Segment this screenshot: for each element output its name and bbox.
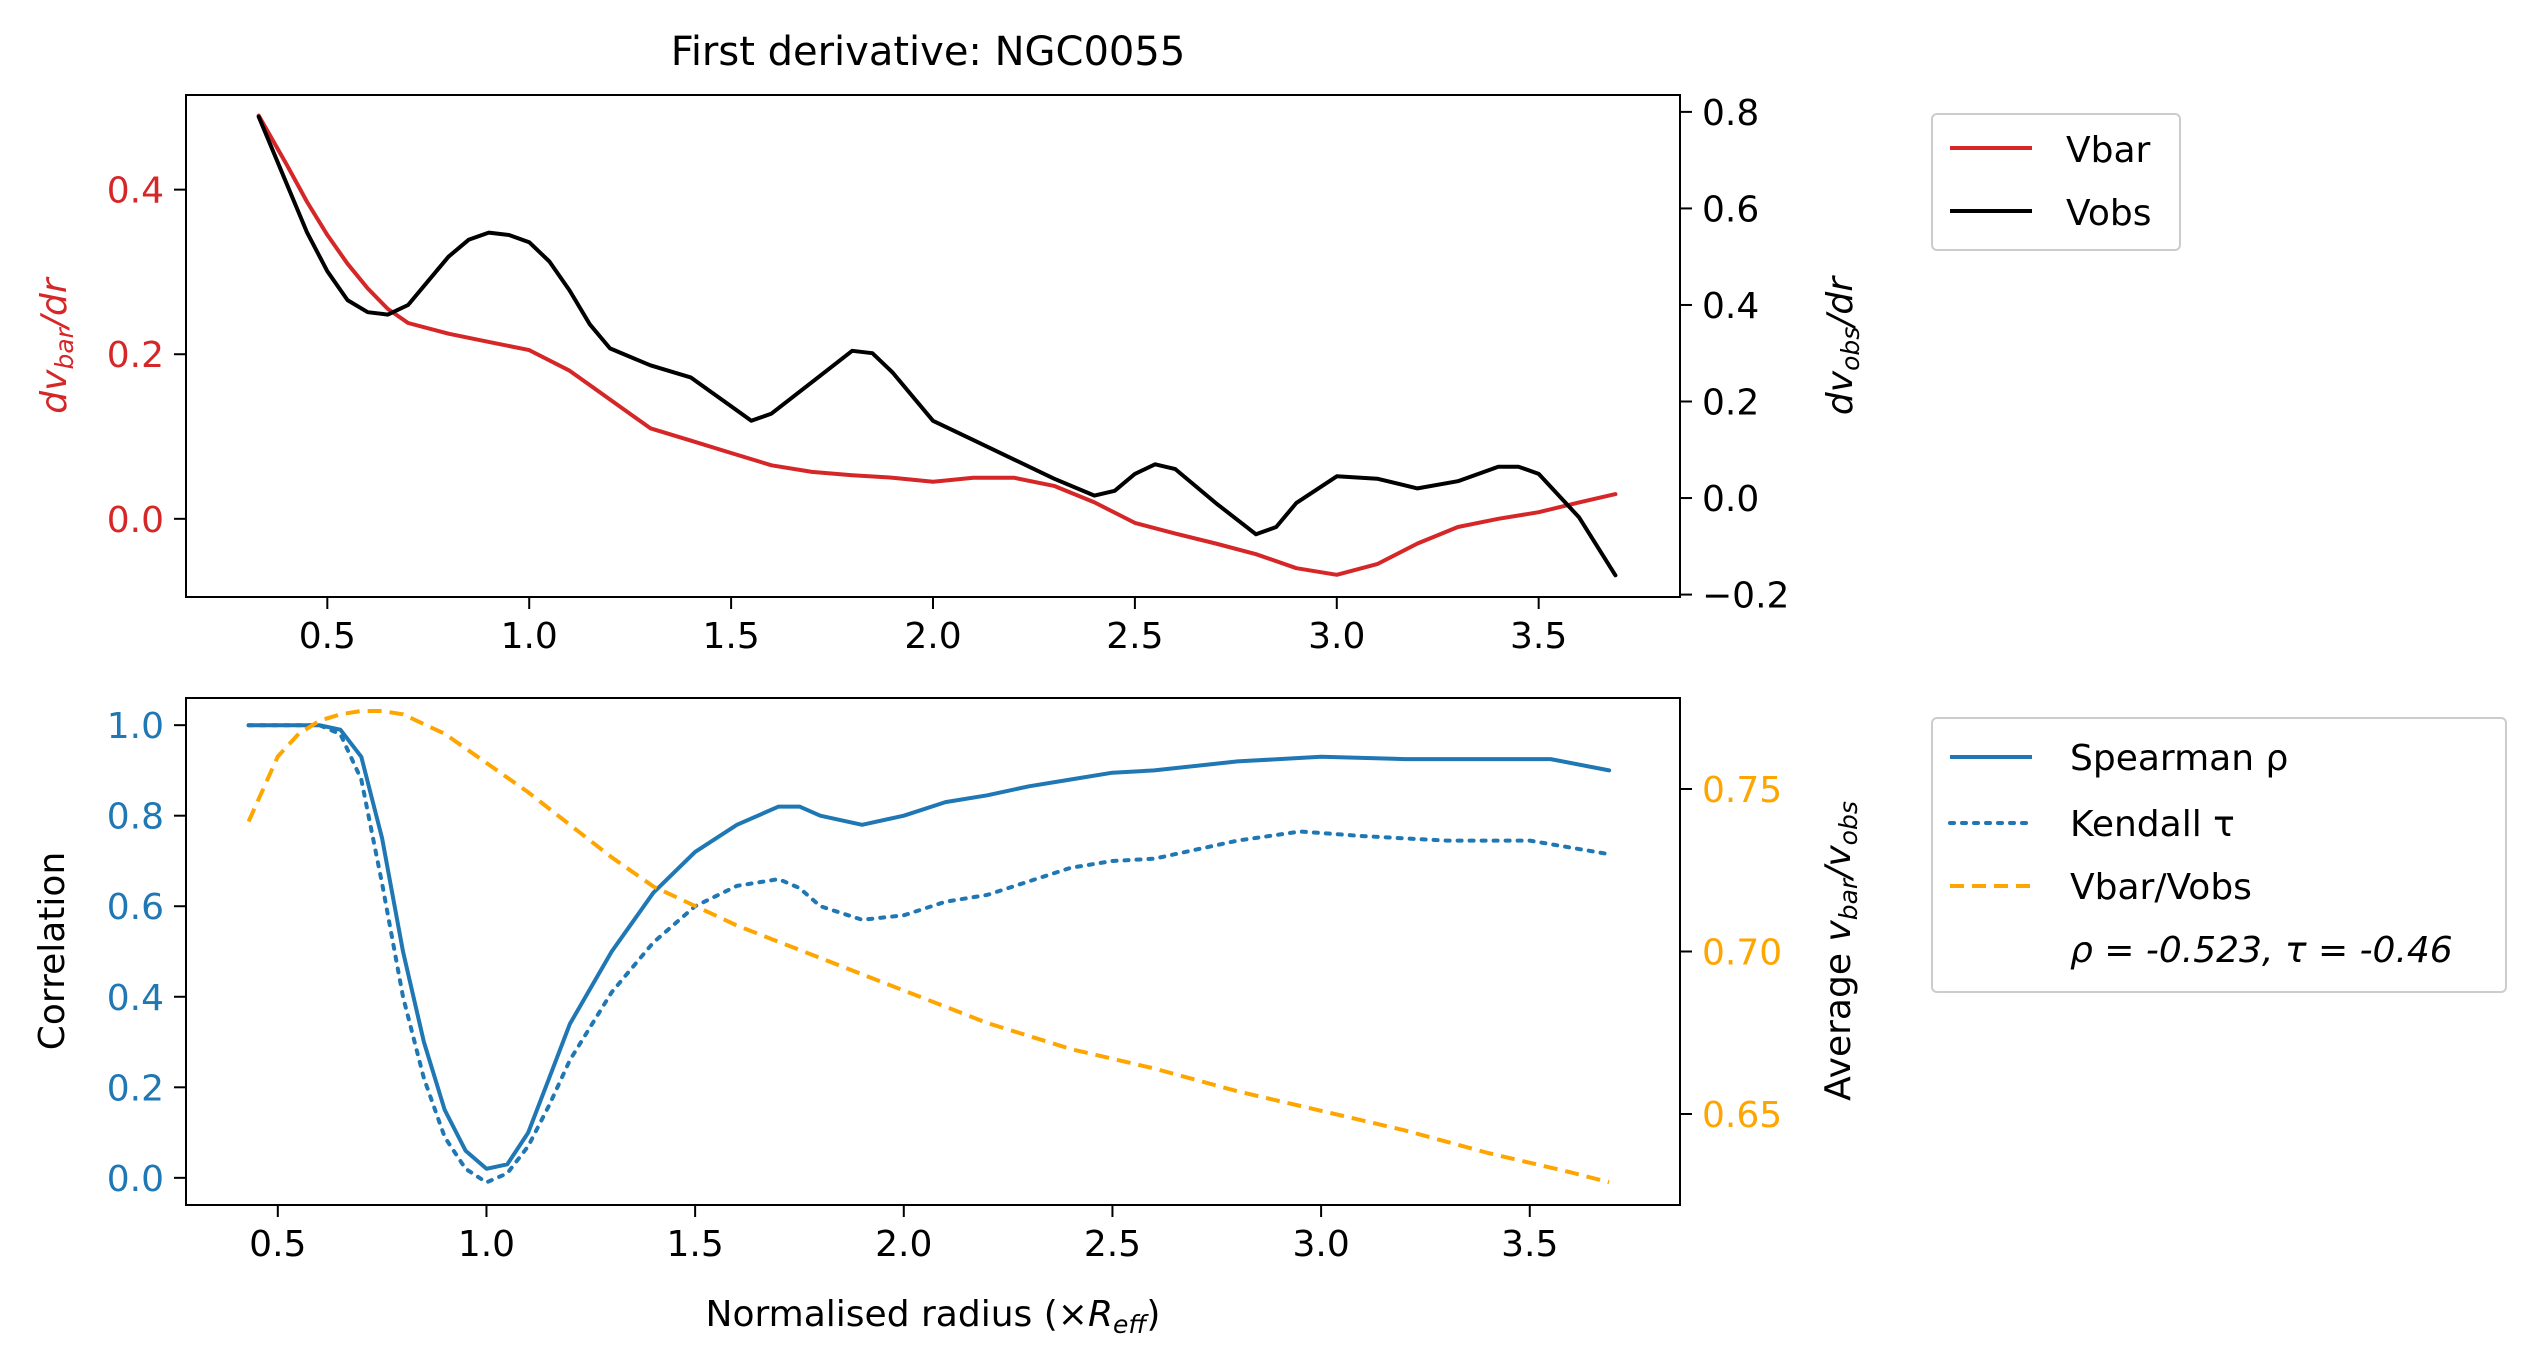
top-y-right-tick-label: 0.0 bbox=[1702, 479, 1759, 520]
bot-y-left-tick-label: 0.0 bbox=[107, 1159, 164, 1200]
bot-series-line-spearman- bbox=[246, 723, 1612, 1171]
bottom-y-label-left: Correlation bbox=[32, 852, 73, 1051]
bot-y-left-tick-label: 0.2 bbox=[107, 1068, 164, 1109]
top-title: First derivative: NGC0055 bbox=[671, 29, 1186, 75]
legend-kendall-label: Kendall τ bbox=[2070, 804, 2235, 845]
top-x-tick-label: 1.0 bbox=[501, 616, 558, 657]
bot-x-tick-label: 2.0 bbox=[875, 1224, 932, 1265]
top-series-lines bbox=[256, 113, 1618, 578]
bot-x-tick-label: 0.5 bbox=[249, 1224, 306, 1265]
bot-series-line-kendall- bbox=[246, 723, 1612, 1185]
bottom-y-ticks-right: 0.65 0.70 0.75 bbox=[1680, 770, 1782, 1136]
top-x-tick-label: 2.0 bbox=[904, 616, 961, 657]
top-legend: Vbar Vobs bbox=[1931, 113, 2181, 251]
top-y-label-left: dvbar/dr bbox=[34, 276, 79, 414]
bot-y-left-tick-label: 1.0 bbox=[107, 706, 164, 747]
bot-x-tick-label: 2.5 bbox=[1084, 1224, 1141, 1265]
bot-x-tick-label: 1.0 bbox=[458, 1224, 515, 1265]
legend-ratio-label: Vbar/Vobs bbox=[2070, 867, 2252, 908]
top-y-left-tick-label: 0.2 bbox=[107, 335, 164, 376]
bot-x-tick-label: 3.5 bbox=[1501, 1224, 1558, 1265]
bot-y-left-tick-label: 0.6 bbox=[107, 887, 164, 928]
bottom-x-label: Normalised radius (×Reff) bbox=[706, 1294, 1161, 1339]
top-y-left-tick-label: 0.0 bbox=[107, 500, 164, 541]
legend-spearman-label: Spearman ρ bbox=[2070, 738, 2288, 779]
top-y-right-tick-label: 0.6 bbox=[1702, 189, 1759, 230]
top-y-right-tick-label: 0.2 bbox=[1702, 383, 1759, 424]
top-y-label-right: dvobs/dr bbox=[1820, 275, 1865, 415]
top-x-tick-label: 0.5 bbox=[299, 616, 356, 657]
legend-vobs-label: Vobs bbox=[2066, 193, 2151, 234]
bot-x-tick-label: 1.5 bbox=[666, 1224, 723, 1265]
bottom-y-ticks-left: 0.0 0.2 0.4 0.6 0.8 1.0 bbox=[107, 706, 186, 1200]
top-y-right-tick-label: 0.4 bbox=[1702, 286, 1759, 327]
bot-y-left-tick-label: 0.4 bbox=[107, 978, 164, 1019]
bot-y-right-tick-label: 0.70 bbox=[1702, 933, 1782, 974]
top-y-right-tick-label: 0.8 bbox=[1702, 93, 1759, 134]
bottom-series-lines bbox=[246, 709, 1612, 1185]
top-x-tick-label: 2.5 bbox=[1106, 616, 1163, 657]
legend-stats-label: ρ = -0.523, τ = -0.46 bbox=[2070, 930, 2453, 971]
top-x-tick-label: 3.0 bbox=[1308, 616, 1365, 657]
top-y-right-tick-label: −0.2 bbox=[1702, 576, 1789, 617]
top-x-tick-label: 3.5 bbox=[1510, 616, 1567, 657]
bot-series-line-vbar-vobs bbox=[246, 709, 1610, 1185]
bottom-panel: 0.5 1.0 1.5 2.0 2.5 3.0 3.5 0.0 0.2 0.4 0.6 0.8 1.0… bbox=[32, 697, 2507, 1339]
bot-y-left-tick-label: 0.8 bbox=[107, 797, 164, 838]
legend-vbar-label: Vbar bbox=[2066, 130, 2151, 171]
top-x-tick-label: 1.5 bbox=[702, 616, 759, 657]
bottom-legend: Spearman ρ Kendall τ Vbar/Vobs ρ = -0.52… bbox=[1931, 717, 2507, 993]
top-y-left-tick-label: 0.4 bbox=[107, 171, 164, 212]
top-series-line-vobs bbox=[256, 114, 1618, 578]
bot-y-right-tick-label: 0.65 bbox=[1702, 1095, 1782, 1136]
bot-y-right-tick-label: 0.75 bbox=[1702, 770, 1782, 811]
bottom-x-ticks: 0.5 1.0 1.5 2.0 2.5 3.0 3.5 bbox=[249, 1205, 1558, 1265]
bottom-y-label-right: Average vbar/vobs bbox=[1818, 801, 1863, 1101]
top-y-ticks-left: 0.0 0.2 0.4 bbox=[107, 171, 186, 541]
top-y-ticks-right: −0.2 0.0 0.2 0.4 0.6 0.8 bbox=[1680, 93, 1789, 617]
bot-x-tick-label: 3.0 bbox=[1292, 1224, 1349, 1265]
top-panel: First derivative: NGC0055 0.5 1.0 1.5 2.0 2.… bbox=[34, 29, 2181, 657]
top-x-ticks: 0.5 1.0 1.5 2.0 2.5 3.0 3.5 bbox=[299, 597, 1567, 657]
